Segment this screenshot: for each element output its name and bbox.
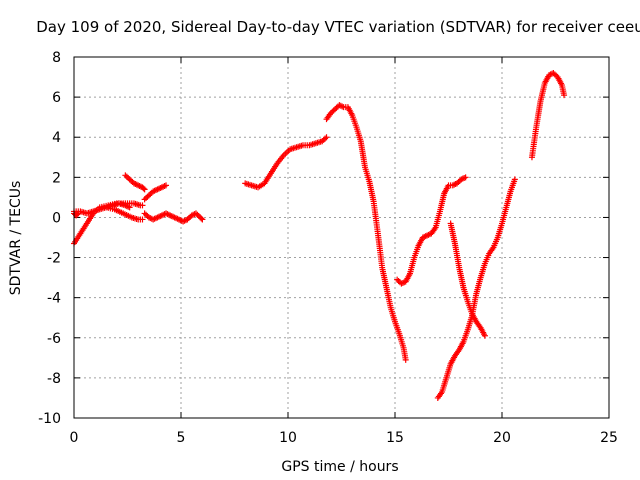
- plot-frame: [73, 56, 610, 419]
- y-tick-label: 4: [52, 130, 61, 146]
- data-series: [103, 200, 133, 211]
- data-series: [447, 220, 488, 339]
- x-tick-label: 10: [279, 430, 297, 446]
- data-point-marker: [74, 211, 81, 218]
- data-point-marker: [511, 176, 518, 183]
- data-point-marker: [462, 174, 469, 181]
- y-tick-label: -2: [47, 251, 61, 267]
- x-tick-label: 0: [70, 430, 79, 446]
- y-axis-label: SDTVAR / TECUs: [8, 181, 24, 296]
- data-series: [122, 172, 148, 193]
- y-tick-label: 0: [52, 210, 61, 226]
- y-tick-label: -8: [47, 371, 61, 387]
- y-tick-label: 6: [52, 90, 61, 106]
- data-point-marker: [199, 216, 206, 223]
- x-tick-label: 20: [493, 430, 511, 446]
- data-point-marker: [323, 134, 330, 141]
- data-point-marker: [140, 185, 147, 192]
- data-series: [394, 174, 469, 287]
- data-point-marker: [481, 332, 488, 339]
- axis-ticks: 0 5 10 15 20 25 -10 -8 -6 -4 -2 0 2 4 6 8: [38, 50, 618, 446]
- data-point-marker: [561, 92, 568, 99]
- data-point-marker: [141, 186, 148, 193]
- x-tick-label: 15: [386, 430, 404, 446]
- data-series: [528, 70, 568, 161]
- data-point-marker: [163, 182, 170, 189]
- data-series: [242, 134, 330, 191]
- data-point-marker: [139, 216, 146, 223]
- y-tick-label: 8: [52, 50, 61, 66]
- y-tick-label: 2: [52, 170, 61, 186]
- data-series: [141, 210, 206, 225]
- chart-title: Day 109 of 2020, Sidereal Day-to-day VTE…: [36, 18, 640, 36]
- x-axis-label: GPS time / hours: [281, 459, 398, 475]
- y-tick-label: -10: [38, 411, 61, 427]
- x-tick-label: 5: [177, 430, 186, 446]
- data-series: [71, 210, 82, 219]
- data-point-marker: [402, 356, 409, 363]
- data-series: [141, 182, 170, 203]
- data-series: [71, 204, 146, 223]
- data-points: [71, 70, 568, 401]
- data-point-marker: [198, 215, 205, 222]
- y-tick-label: -6: [47, 331, 61, 347]
- data-point-marker: [139, 202, 146, 209]
- data-series: [434, 176, 518, 401]
- data-point-marker: [126, 204, 133, 211]
- y-tick-label: -4: [47, 291, 61, 307]
- grid: [74, 57, 609, 418]
- data-point-marker: [75, 210, 82, 217]
- data-series: [323, 102, 409, 363]
- data-point-marker: [339, 103, 346, 110]
- x-tick-label: 25: [600, 430, 618, 446]
